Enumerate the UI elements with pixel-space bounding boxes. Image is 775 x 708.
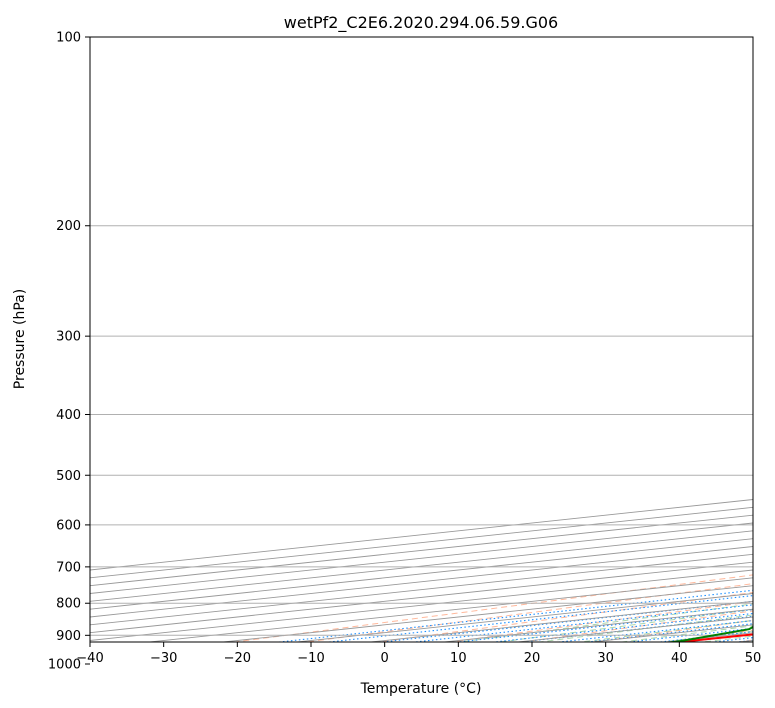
isotherm-line bbox=[90, 514, 753, 587]
y-tick-label: 200 bbox=[56, 219, 81, 234]
dry-adiabat bbox=[375, 592, 753, 642]
y-tick-label: 400 bbox=[56, 408, 81, 423]
isotherm-line bbox=[554, 37, 775, 677]
isotherm-line bbox=[366, 600, 753, 642]
y-tick-label: 800 bbox=[56, 597, 81, 612]
mixing-ratio-line bbox=[453, 609, 753, 642]
chart-title: wetPf2_C2E6.2020.294.06.59.G06 bbox=[284, 13, 558, 33]
dry-adiabat bbox=[735, 639, 753, 642]
y-tick-label: 700 bbox=[56, 560, 81, 575]
isotherm-line bbox=[90, 546, 753, 618]
dry-adiabat bbox=[519, 610, 753, 642]
isotherm-line bbox=[439, 608, 753, 642]
profile-line bbox=[664, 625, 753, 642]
x-tick-label: −30 bbox=[150, 651, 177, 666]
mixing-ratio-line bbox=[515, 615, 753, 642]
isotherm-line bbox=[90, 499, 753, 571]
mixing-ratio-line bbox=[655, 631, 753, 642]
isotherm-line bbox=[90, 506, 753, 579]
moist-adiabat bbox=[738, 640, 753, 642]
profile-line bbox=[672, 633, 753, 642]
dry-adiabat bbox=[231, 574, 753, 642]
dry-adiabat bbox=[591, 619, 753, 642]
moist-adiabat bbox=[535, 614, 753, 642]
y-tick-label: 1000 bbox=[48, 658, 81, 673]
x-tick-label: −20 bbox=[224, 651, 251, 666]
mixing-ratio-line bbox=[679, 633, 753, 642]
dry-adiabat bbox=[303, 583, 753, 642]
isotherm-line bbox=[481, 37, 775, 677]
background-lines bbox=[90, 37, 775, 677]
isotherm-line bbox=[90, 569, 753, 641]
x-tick-label: 40 bbox=[671, 651, 688, 666]
y-tick-label: 900 bbox=[56, 629, 81, 644]
isotherm-line bbox=[90, 553, 753, 626]
plot-frame bbox=[89, 36, 754, 643]
mixing-ratio-line bbox=[274, 589, 753, 642]
isotherm-line bbox=[513, 616, 753, 642]
moist-adiabat bbox=[658, 630, 753, 642]
isotherm-line bbox=[90, 522, 753, 594]
x-tick-label: 0 bbox=[381, 651, 389, 666]
moist-adiabat bbox=[617, 625, 753, 642]
isotherm-line bbox=[660, 632, 753, 642]
moist-adiabat bbox=[455, 603, 753, 642]
y-tick-label: 300 bbox=[56, 330, 81, 345]
y-tick-label: 100 bbox=[56, 31, 81, 46]
series-lines bbox=[664, 625, 753, 642]
moist-adiabat bbox=[554, 37, 775, 677]
isotherm-line bbox=[292, 593, 753, 642]
y-tick-label: 500 bbox=[56, 469, 81, 484]
isotherm-line bbox=[90, 538, 753, 610]
moist-adiabat bbox=[495, 608, 753, 642]
dry-adiabat bbox=[563, 37, 775, 677]
y-axis-ticks: 100 200 300 400 500 600 700 800 900 1000 bbox=[48, 31, 90, 673]
isotherm-line bbox=[587, 624, 753, 642]
isotherm-line bbox=[90, 530, 753, 602]
x-tick-label: −10 bbox=[297, 651, 324, 666]
isotherm-line bbox=[145, 577, 753, 642]
moist-adiabat bbox=[481, 37, 775, 677]
x-tick-label: 50 bbox=[745, 651, 762, 666]
x-tick-label: 20 bbox=[524, 651, 541, 666]
dry-adiabat bbox=[447, 601, 753, 642]
isotherm-line bbox=[90, 561, 753, 634]
y-tick-label: 600 bbox=[56, 518, 81, 533]
x-tick-label: 30 bbox=[597, 651, 614, 666]
mixing-ratio-line bbox=[409, 604, 753, 642]
dry-adiabat bbox=[638, 37, 775, 677]
isotherm-line bbox=[218, 585, 753, 642]
y-axis-label: Pressure (hPa) bbox=[12, 289, 28, 389]
x-tick-label: −40 bbox=[76, 651, 103, 666]
moist-adiabat bbox=[576, 619, 753, 642]
x-axis-ticks: −40 −30 −20 −10 0 10 20 30 40 50 bbox=[76, 642, 761, 666]
mixing-ratio-line bbox=[520, 525, 775, 677]
x-axis-label: Temperature (°C) bbox=[360, 681, 482, 697]
x-tick-label: 10 bbox=[450, 651, 467, 666]
